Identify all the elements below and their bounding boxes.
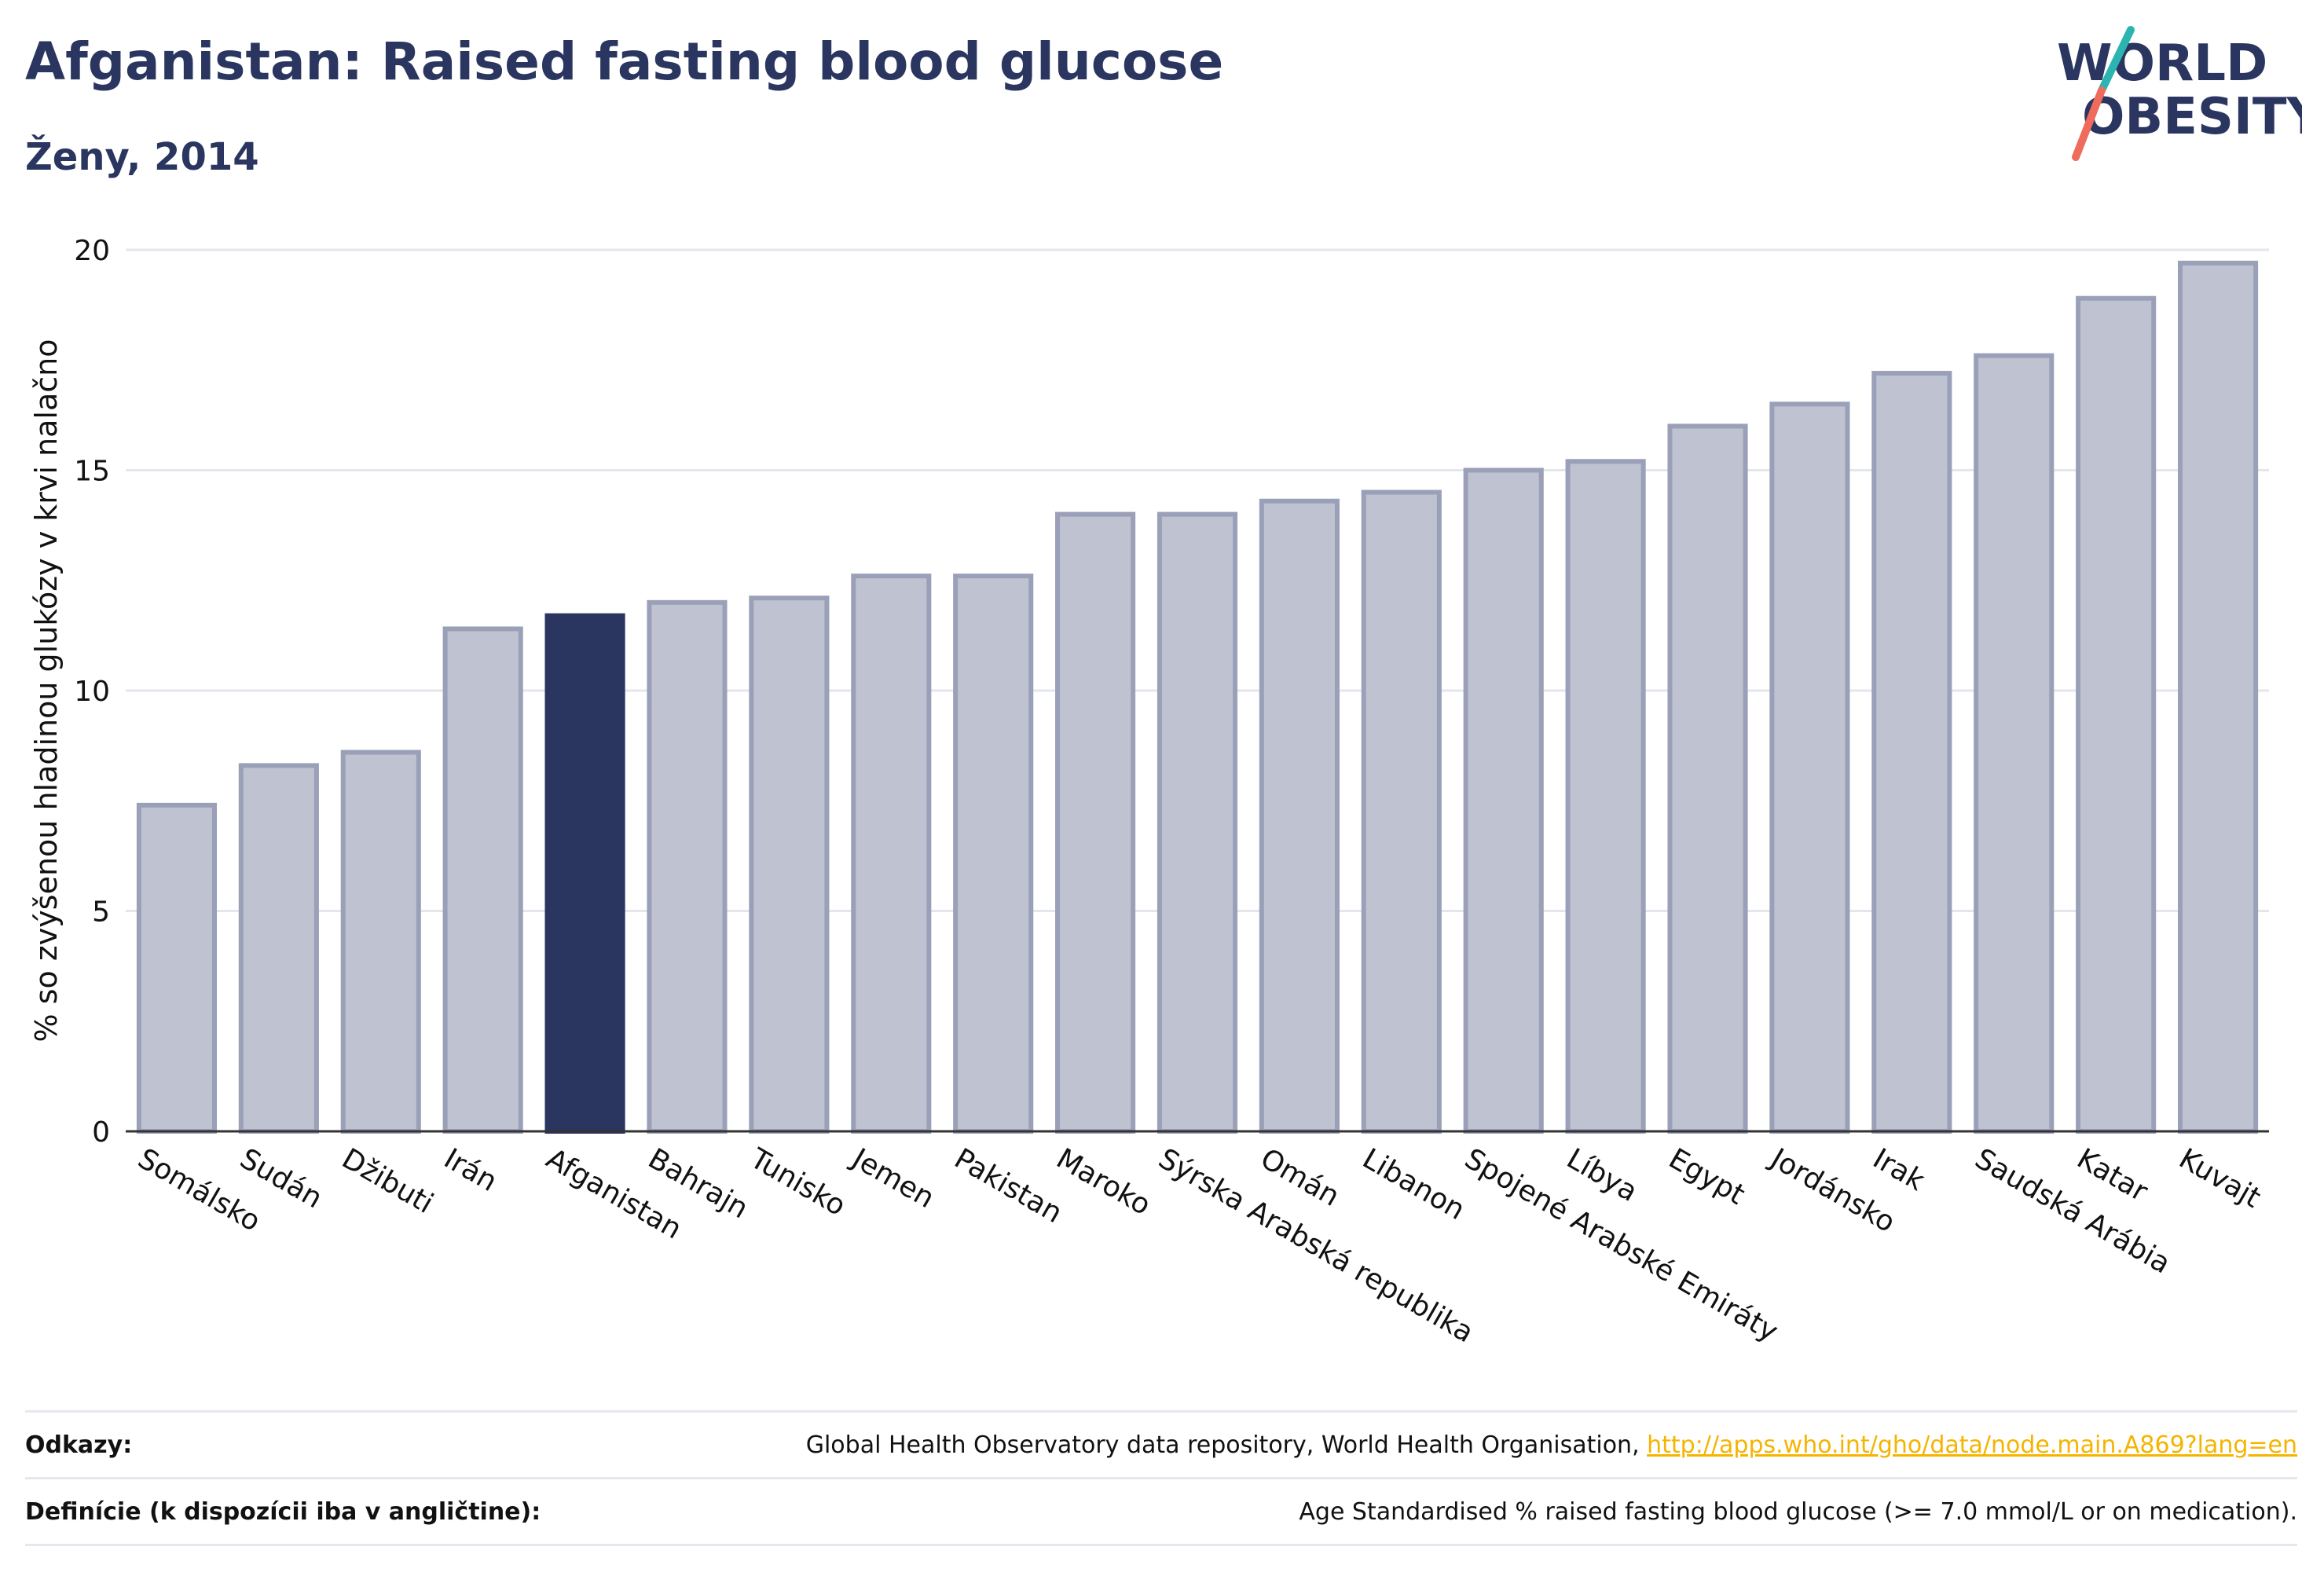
- logo-slash-coral: [2072, 86, 2106, 161]
- references-row: Odkazy: Global Health Observatory data r…: [25, 1410, 2297, 1477]
- bar-sýrska-arabská-republika: [1157, 511, 1238, 1134]
- y-axis-label: % so zvýšenou hladinou glukózy v krvi na…: [29, 339, 64, 1043]
- x-tick-label: Libanon: [1357, 1142, 1470, 1226]
- y-tick-label: 5: [92, 896, 110, 929]
- x-tick-label: Pakistan: [949, 1142, 1068, 1230]
- bar-bahrajn: [647, 599, 728, 1134]
- bar-džibuti: [340, 750, 421, 1134]
- references-link[interactable]: http://apps.who.int/gho/data/node.main.A…: [1647, 1431, 2297, 1459]
- y-tick-label: 10: [74, 676, 110, 708]
- bar-irak: [1871, 371, 1952, 1134]
- bar-omán: [1259, 498, 1340, 1134]
- y-tick-label: 0: [92, 1116, 110, 1149]
- bar-afganistan: [544, 613, 625, 1134]
- y-tick-label: 20: [74, 235, 110, 267]
- bar-irán: [442, 626, 523, 1134]
- references-text: Global Health Observatory data repositor…: [805, 1431, 1648, 1459]
- bar-jemen: [851, 574, 932, 1134]
- logo-line1: WORLD: [2057, 35, 2267, 93]
- bar-somálsko: [136, 802, 218, 1134]
- chart-subtitle: Ženy, 2014: [25, 135, 259, 179]
- y-tick-label: 15: [74, 456, 110, 488]
- x-tick-label: Džibuti: [336, 1142, 438, 1220]
- x-tick-label: Saudská Arábia: [1970, 1142, 2176, 1280]
- x-tick-label: Jemen: [845, 1142, 940, 1215]
- bar-saudská-arábia: [1974, 353, 2055, 1134]
- bar-katar: [2076, 295, 2157, 1134]
- bar-maroko: [1055, 511, 1136, 1134]
- logo-line2: OBESITY: [2082, 88, 2302, 146]
- chart-footer: Odkazy: Global Health Observatory data r…: [25, 1410, 2297, 1546]
- x-tick-label: Kuvajt: [2174, 1142, 2267, 1215]
- bar-pakistan: [953, 574, 1034, 1134]
- definitions-label: Definície (k dispozícii iba v angličtine…: [25, 1497, 541, 1526]
- x-tick-label: Irak: [1868, 1142, 1930, 1197]
- bars: [136, 260, 2259, 1134]
- bar-líbya: [1565, 459, 1646, 1134]
- world-obesity-logo: WORLD OBESITY: [2057, 26, 2302, 161]
- logo-slash-teal: [2098, 26, 2135, 94]
- x-tick-label: Tunisko: [744, 1142, 851, 1222]
- x-tick-label: Maroko: [1051, 1142, 1157, 1222]
- bar-kuvajt: [2177, 260, 2259, 1134]
- references-label: Odkazy:: [25, 1431, 133, 1459]
- y-tick-labels: 0 5 10 15 20: [74, 235, 110, 1149]
- bar-spojené-arabské-emiráty: [1463, 467, 1544, 1134]
- chart-title: Afganistan: Raised fasting blood glucose: [25, 31, 1224, 92]
- references-value: Global Health Observatory data repositor…: [806, 1431, 2297, 1459]
- x-tick-label: Egypt: [1663, 1142, 1750, 1211]
- x-tick-label: Irán: [438, 1142, 502, 1198]
- bar-sudán: [238, 763, 319, 1134]
- bar-libanon: [1361, 489, 1442, 1134]
- definitions-text: Age Standardised % raised fasting blood …: [1299, 1497, 2297, 1526]
- definitions-row: Definície (k dispozícii iba v angličtine…: [25, 1477, 2297, 1546]
- bar-egypt: [1667, 423, 1748, 1134]
- bar-jordánsko: [1769, 401, 1850, 1134]
- bar-tunisko: [749, 596, 830, 1134]
